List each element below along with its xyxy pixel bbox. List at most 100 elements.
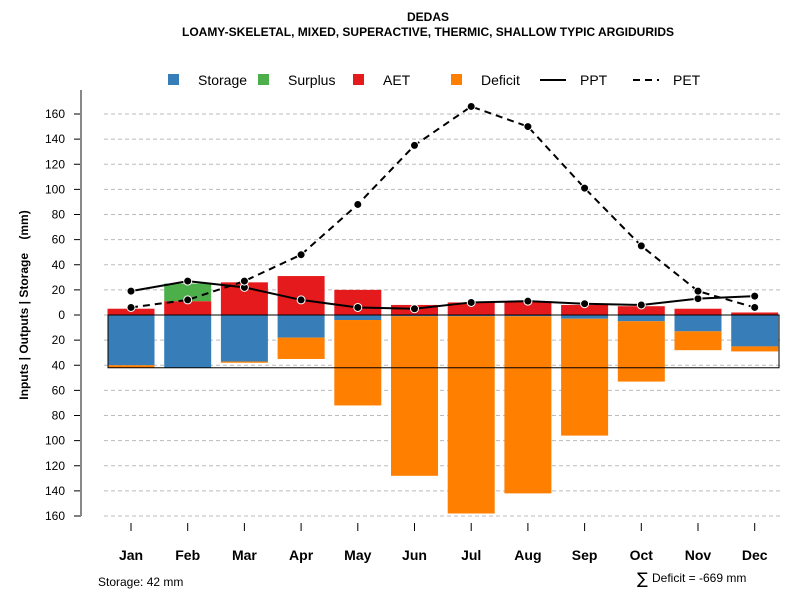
deficit-bar [447,316,495,514]
deficit-bar [277,337,325,359]
x-tick-label: Jun [402,547,427,563]
x-tick-label: May [344,547,371,563]
pet-point [750,302,760,312]
y-tick-label: 120 [45,459,65,473]
pet-point [523,122,533,132]
legend-swatch-aet [353,74,364,85]
pet-point [636,241,646,251]
y-tick-label: 100 [45,434,65,448]
storage-bar [617,315,665,322]
deficit-bar [107,365,155,368]
storage-bar [504,315,552,317]
x-tick-label: Aug [514,547,541,563]
deficit-bar [391,316,438,476]
y-tick-label: 80 [52,208,66,222]
pet-point [126,302,136,312]
pet-point [466,101,476,111]
y-tick-label: 140 [45,132,65,146]
y-tick-label: 20 [52,333,66,347]
deficit-bar [334,320,382,406]
deficit-bar [504,316,552,494]
ppt-point [183,276,193,286]
x-tick-label: Feb [175,547,200,563]
legend: Storage Surplus AET Deficit PPT PET [168,72,701,88]
y-axis-label: Inputs | Outputs | Storage (mm) [17,210,31,399]
y-tick-label: 40 [52,358,66,372]
ppt-point [353,302,363,312]
storage-bar [561,315,609,319]
pet-line [130,105,755,309]
x-tick-label: Sep [572,547,598,563]
storage-bar [107,315,155,366]
deficit-bar [561,318,609,436]
ppt-point [693,294,703,304]
legend-label-aet: AET [383,72,411,88]
x-tick-label: Oct [630,547,654,563]
deficit-note: Deficit = -669 mm [652,571,746,585]
pet-point [410,140,419,150]
storage-bar [674,315,722,332]
x-tick-label: Apr [289,547,314,563]
legend-label-storage: Storage [198,72,247,88]
ppt-point [126,286,136,296]
aet-bar [504,301,552,315]
x-tick-label: Dec [742,547,768,563]
storage-bar [164,315,212,368]
storage-bar [447,315,495,317]
y-tick-label: 80 [52,409,66,423]
x-axis: Jan Feb Mar Apr May Jun Jul Aug Sep Oct Nov Dec [119,523,768,563]
y-tick-label: 120 [45,157,65,171]
y-tick-label: 100 [45,182,65,196]
deficit-sum-icon: ∑ [637,569,648,588]
bars [107,276,780,514]
pet-point [183,295,193,305]
legend-label-ppt: PPT [580,72,608,88]
x-tick-label: Jan [119,547,143,563]
surplus-bar [164,283,212,302]
aet-bar [447,302,495,315]
pet-point [580,183,590,193]
ppt-point [296,295,306,305]
legend-swatch-deficit [451,74,462,85]
y-tick-label: 0 [58,308,65,322]
deficit-bar [617,321,665,382]
legend-swatch-storage [168,74,179,85]
y-tick-label: 160 [45,107,65,121]
aet-bar [561,304,609,315]
y-tick-label: 40 [52,258,66,272]
x-tick-label: Mar [232,547,257,563]
ppt-point [466,297,476,307]
storage-note: Storage: 42 mm [98,575,183,589]
legend-label-deficit: Deficit [481,72,520,88]
chart-subtitle: LOAMY-SKELETAL, MIXED, SUPERACTIVE, THER… [182,25,674,39]
y-tick-label: 20 [52,283,66,297]
pet-point [239,276,249,286]
chart-title: DEDAS [407,10,449,24]
ppt-point [750,291,760,301]
y-tick-label: 60 [52,383,66,397]
ppt-point [636,300,646,310]
y-tick-label: 160 [45,509,65,523]
pet-point [693,286,703,296]
aet-bar [674,308,722,315]
storage-bar [334,315,382,321]
aet-bar [164,301,212,315]
ppt-point [523,296,533,306]
legend-swatch-surplus [258,74,269,85]
pet-point [296,250,306,260]
x-tick-label: Jul [461,547,481,563]
lines [126,101,760,314]
pet-point [353,199,363,209]
aet-bar [617,306,665,315]
ppt-line [130,280,755,310]
aet-bar [731,312,779,315]
storage-bar [277,315,325,338]
x-tick-label: Nov [685,547,712,563]
storage-bar [391,315,438,317]
storage-bar [220,315,268,362]
y-axis: 160 140 120 100 80 60 40 20 0 20 40 60 80 100 120 140 16… [45,90,82,523]
legend-label-surplus: Surplus [288,72,335,88]
legend-label-pet: PET [673,72,701,88]
deficit-bar [674,331,722,351]
